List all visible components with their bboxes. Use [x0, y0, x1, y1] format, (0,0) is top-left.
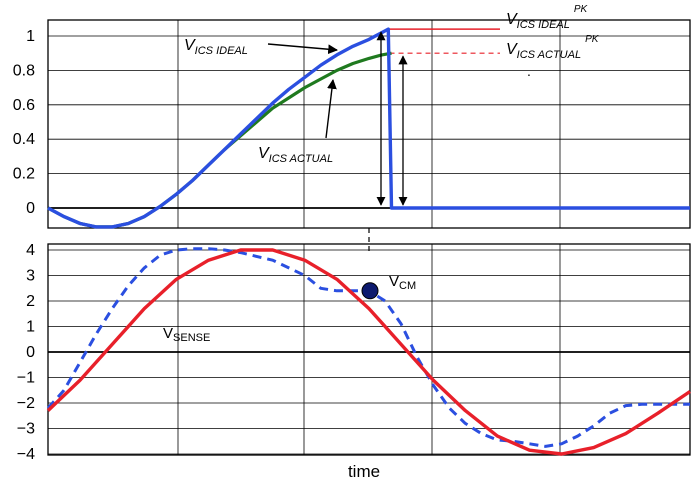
ideal-label-arrow: [267, 43, 338, 55]
top-ytick-label: 0.8: [13, 62, 35, 79]
bottom-ytick-label: 4: [26, 242, 35, 259]
label-ics-actual: VICS ACTUAL: [258, 145, 333, 165]
label-ics-ideal-pk-main: V: [506, 11, 518, 28]
bottom-ytick-label: 3: [26, 268, 35, 285]
label-ics-actual-pk: VICS ACTUAL PK: [506, 34, 600, 61]
label-vsense: VSENSE: [163, 325, 210, 344]
label-vcm: VCM: [389, 273, 416, 292]
series-sense-dashed: [46, 247, 690, 448]
top-ytick-label: 1: [26, 28, 35, 45]
top-panel: 1 0.8 0.6 0.4 0.2 0: [13, 19, 691, 229]
label-vcm-main: V: [389, 273, 399, 290]
label-vsense-sub: SENSE: [173, 332, 210, 344]
bottom-ytick-label: 0: [26, 344, 35, 361]
label-ics-actual-pk-sup: PK: [585, 34, 600, 45]
label-ics-ideal-main: V: [184, 37, 196, 54]
bottom-ytick-label: −2: [17, 395, 35, 412]
label-vcm-sub: CM: [399, 280, 416, 292]
label-ics-actual-main: V: [258, 145, 270, 162]
bottom-ytick-label: −3: [17, 421, 35, 438]
label-ics-ideal-sub: ICS IDEAL: [195, 45, 248, 57]
top-ytick-label: 0.4: [13, 131, 35, 148]
top-ytick-label: 0.6: [13, 97, 35, 114]
actual-label-arrow: [325, 79, 337, 139]
label-vsense-main: V: [163, 325, 173, 342]
top-frame: [47, 19, 691, 229]
label-ics-ideal-pk-sup: PK: [574, 4, 589, 15]
label-ics-ideal-pk: VICS IDEAL PK: [506, 4, 589, 31]
x-axis-label: time: [348, 462, 380, 481]
series-ics-ideal: [47, 27, 690, 229]
series-sense: [46, 248, 691, 456]
bottom-ytick-label: −1: [17, 370, 35, 387]
label-ics-ideal-pk-sub: ICS IDEAL: [517, 19, 570, 31]
bottom-ytick-label: 2: [26, 293, 35, 310]
top-ytick-label: 0: [26, 200, 35, 217]
label-ics-ideal: VICS IDEAL: [184, 37, 248, 57]
top-ytick-label: 0.2: [13, 166, 35, 183]
label-ics-actual-sub: ICS ACTUAL: [269, 153, 333, 165]
label-ics-actual-pk-main: V: [506, 41, 518, 58]
label-ics-actual-pk-sub: ICS ACTUAL: [517, 49, 581, 61]
bottom-ytick-label: 1: [26, 319, 35, 336]
bottom-ytick-label: −4: [17, 446, 35, 463]
vcm-point: [361, 282, 379, 300]
series-ics-actual: [47, 51, 392, 229]
dot-mark: .: [527, 63, 531, 79]
bottom-panel: 4 3 2 1 0 −1 −2 −3 −4: [17, 242, 691, 463]
